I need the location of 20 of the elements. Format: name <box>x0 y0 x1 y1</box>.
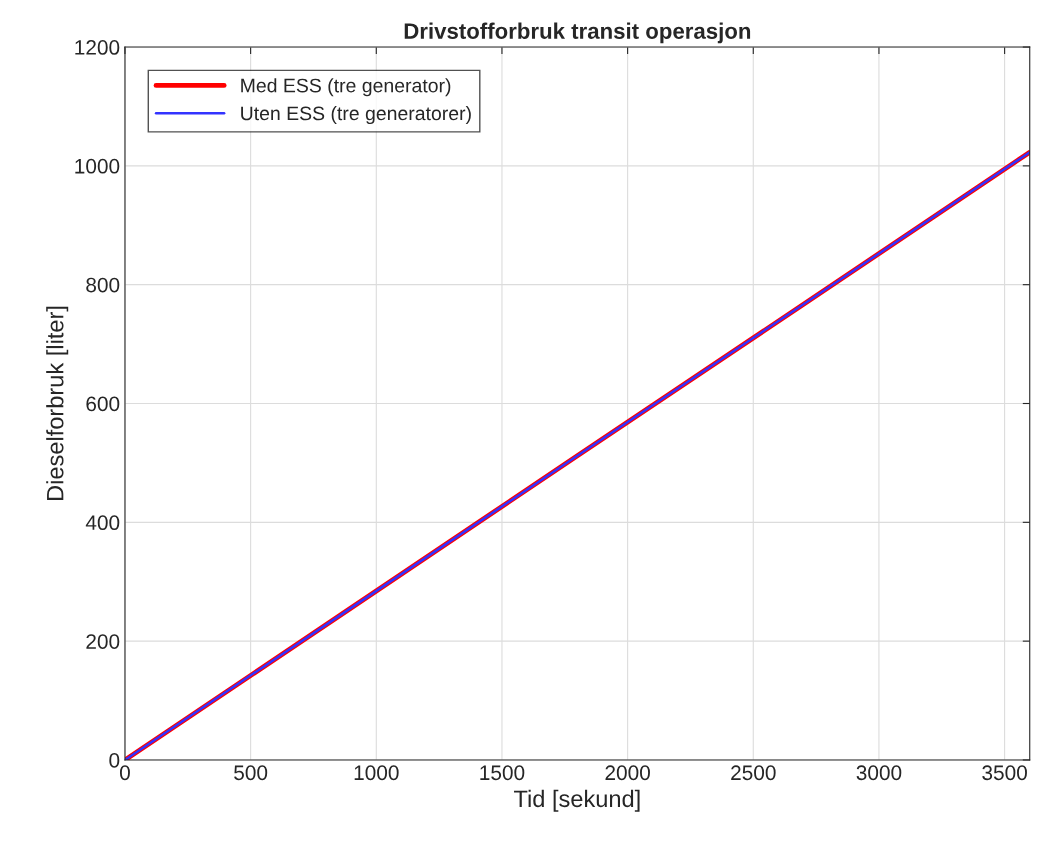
y-tick-label: 200 <box>86 634 120 649</box>
chart-title: Drivstofforbruk transit operasjon <box>404 22 751 44</box>
x-tick-label: 0 <box>119 765 130 781</box>
x-tick-label: 3500 <box>982 765 1027 781</box>
y-tick-label: 600 <box>86 396 120 412</box>
y-tick-label: 0 <box>109 752 120 768</box>
y-tick-label: 400 <box>85 515 120 531</box>
y-tick-label: 1000 <box>75 158 120 174</box>
x-tick-label: 2500 <box>731 765 776 781</box>
x-tick-label: 1000 <box>354 765 399 781</box>
x-tick-label: 500 <box>234 765 268 781</box>
legend-label: Uten ESS (tre generatorer) <box>241 106 471 125</box>
y-tick-label: 1200 <box>75 40 120 55</box>
x-tick-label: 1500 <box>480 765 525 781</box>
x-axis-title: Tid [sekund] <box>514 789 640 812</box>
x-tick-label: 2000 <box>605 765 650 781</box>
x-tick-label: 3000 <box>856 765 902 781</box>
y-tick-label: 800 <box>86 277 120 293</box>
y-axis-title: Dieselforbruk [liter] <box>46 306 69 500</box>
legend-label: Med ESS (tre generator) <box>241 78 451 97</box>
